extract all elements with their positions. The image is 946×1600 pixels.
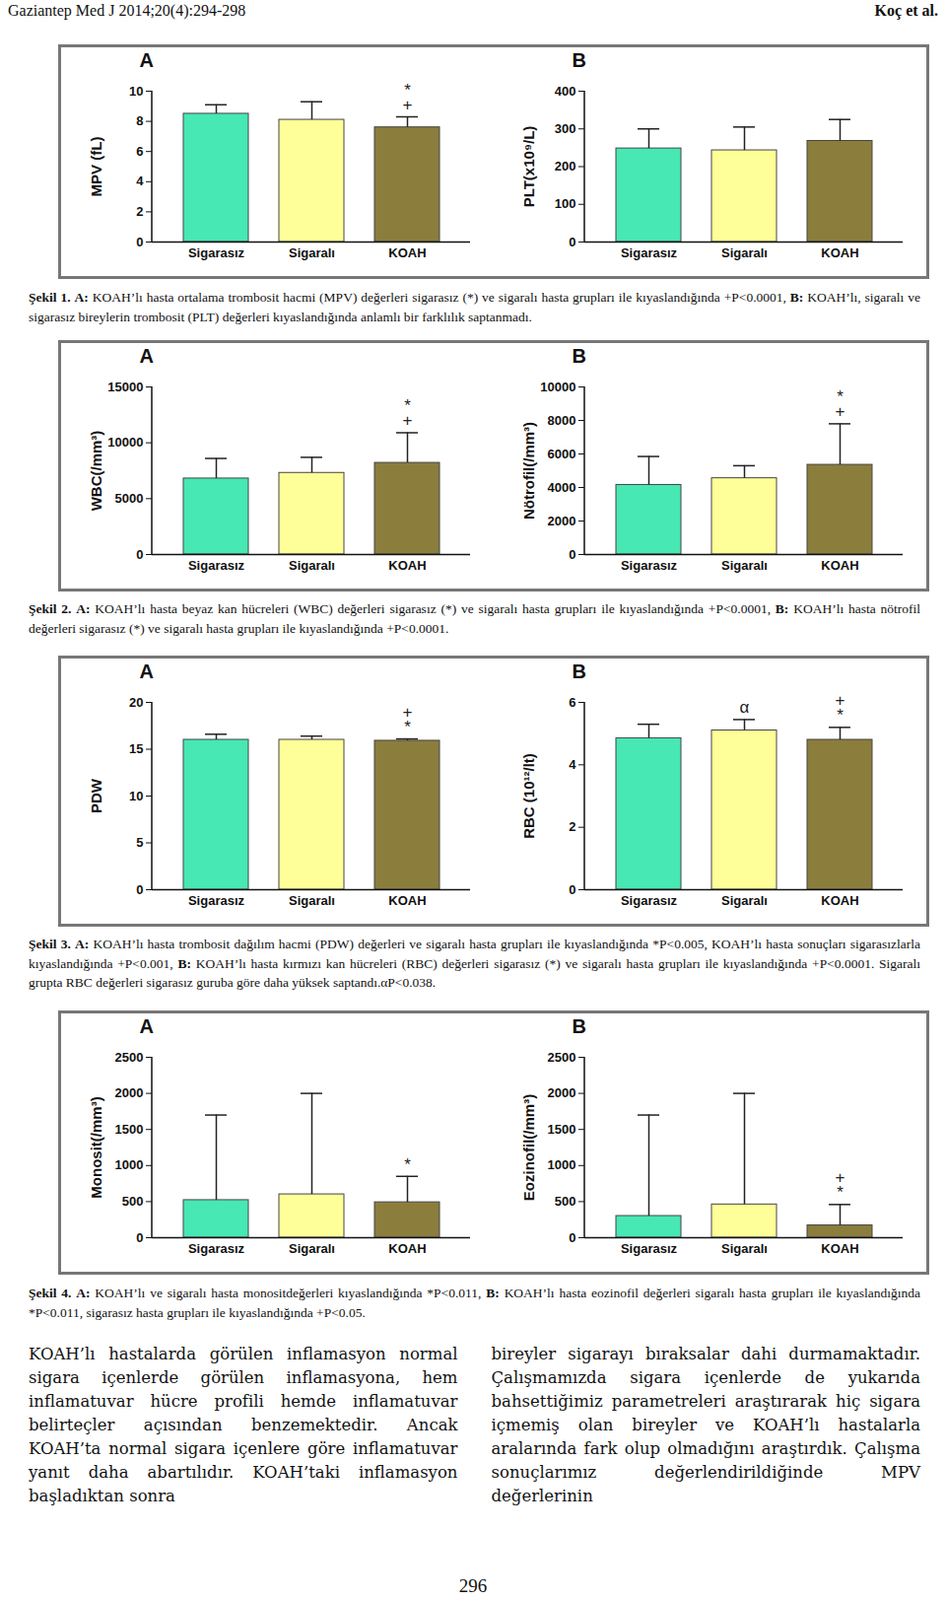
svg-text:Sigaralı: Sigaralı <box>288 892 336 908</box>
svg-text:Sigarasız: Sigarasız <box>619 892 677 908</box>
svg-text:0: 0 <box>568 1229 576 1245</box>
svg-text:4: 4 <box>568 756 577 772</box>
svg-text:*: * <box>404 80 411 100</box>
svg-text:0: 0 <box>568 881 576 897</box>
svg-text:10: 10 <box>129 788 143 804</box>
svg-text:10000: 10000 <box>540 379 576 395</box>
html-text:Koç et al.: Koç et al. <box>874 1 939 19</box>
svg-text:20: 20 <box>129 694 143 710</box>
svg-text:PDW: PDW <box>87 777 105 813</box>
svg-text:0: 0 <box>135 881 143 897</box>
svg-text:Sigaralı: Sigaralı <box>288 557 336 573</box>
svg-text:2000: 2000 <box>546 513 576 529</box>
svg-text:8: 8 <box>135 113 143 129</box>
svg-text:WBC(/mm³): WBC(/mm³) <box>87 430 105 512</box>
svg-text:KOAH: KOAH <box>388 245 426 261</box>
svg-text:0: 0 <box>568 234 576 250</box>
svg-text:Sigarasız: Sigarasız <box>187 892 245 908</box>
svg-text:+: + <box>402 702 412 722</box>
svg-text:Sigaralı: Sigaralı <box>288 1240 336 1256</box>
svg-text:Sigarasız: Sigarasız <box>187 1240 245 1256</box>
html-text:Şekil 1. A: KOAH’lı hasta orta: Şekil 1. A: KOAH’lı hasta ortalama tromb… <box>28 289 921 324</box>
svg-text:KOAH: KOAH <box>388 1240 426 1256</box>
svg-text:Sigarasız: Sigarasız <box>619 557 677 573</box>
svg-text:Monosit(/mm³): Monosit(/mm³) <box>87 1095 105 1198</box>
svg-text:1500: 1500 <box>114 1121 143 1137</box>
html-text:B: B <box>572 1014 587 1037</box>
svg-text:2: 2 <box>135 203 143 219</box>
svg-text:0: 0 <box>568 546 576 562</box>
svg-text:15000: 15000 <box>107 379 143 395</box>
svg-text:Sigaralı: Sigaralı <box>288 245 336 261</box>
svg-text:100: 100 <box>553 196 576 211</box>
svg-text:2: 2 <box>568 818 576 834</box>
svg-text:Eozinofil(/mm³): Eozinofil(/mm³) <box>520 1093 538 1201</box>
svg-text:400: 400 <box>553 83 576 99</box>
html-text:Şekil 2. A: KOAH’lı hasta beya: Şekil 2. A: KOAH’lı hasta beyaz kan hücr… <box>28 601 921 636</box>
svg-text:1000: 1000 <box>546 1156 576 1172</box>
svg-text:10000: 10000 <box>107 434 143 450</box>
svg-text:0: 0 <box>135 546 143 562</box>
svg-text:5000: 5000 <box>114 490 143 506</box>
svg-text:2000: 2000 <box>114 1084 143 1100</box>
svg-text:*: * <box>404 1154 411 1174</box>
svg-text:Sigaralı: Sigaralı <box>721 557 768 573</box>
html-text:Şekil 3. A: KOAH’lı hasta trom: Şekil 3. A: KOAH’lı hasta trombosit dağı… <box>28 936 921 990</box>
svg-text:Sigaralı: Sigaralı <box>721 245 768 261</box>
svg-text:KOAH: KOAH <box>388 892 426 908</box>
html-text:bireyler sigarayı bıraksalar d: bireyler sigarayı bıraksalar dahi durmam… <box>491 1344 921 1505</box>
svg-text:PLT(x10⁹/L): PLT(x10⁹/L) <box>520 126 538 208</box>
svg-text:Sigarasız: Sigarasız <box>619 245 677 261</box>
svg-text:15: 15 <box>129 741 143 756</box>
svg-text:6000: 6000 <box>546 446 576 462</box>
html-text:A: A <box>139 660 154 682</box>
svg-text:6: 6 <box>568 694 576 710</box>
svg-text:+: + <box>834 1167 845 1187</box>
svg-text:1500: 1500 <box>546 1121 576 1137</box>
svg-text:α: α <box>739 697 749 717</box>
svg-text:8000: 8000 <box>546 412 576 428</box>
svg-text:KOAH: KOAH <box>388 557 426 573</box>
html-text:Gaziantep Med J 2014;20(4):294: Gaziantep Med J 2014;20(4):294-298 <box>7 1 246 19</box>
svg-text:KOAH: KOAH <box>820 892 859 908</box>
svg-text:6: 6 <box>135 143 143 159</box>
html-text:A: A <box>139 1014 154 1037</box>
svg-text:MPV (fL): MPV (fL) <box>87 136 105 198</box>
svg-text:200: 200 <box>553 158 576 174</box>
html-text:Şekil 4. A: KOAH’lı ve sigaral: Şekil 4. A: KOAH’lı ve sigaralı hasta mo… <box>28 1284 921 1320</box>
html-text:B: B <box>572 660 587 682</box>
svg-text:*: * <box>404 396 411 415</box>
svg-text:500: 500 <box>553 1193 576 1209</box>
svg-text:0: 0 <box>135 1229 143 1245</box>
svg-text:KOAH: KOAH <box>820 557 859 573</box>
svg-text:Sigarasız: Sigarasız <box>187 557 245 573</box>
html-text:KOAH’lı hastalarda görülen inf: KOAH’lı hastalarda görülen inflamasyon n… <box>28 1344 458 1505</box>
html-text:A: A <box>139 344 154 367</box>
svg-text:1000: 1000 <box>114 1156 143 1172</box>
html-text:296: 296 <box>459 1574 488 1596</box>
svg-text:500: 500 <box>121 1193 143 1209</box>
svg-text:Sigaralı: Sigaralı <box>721 892 768 908</box>
svg-text:4: 4 <box>135 173 144 189</box>
svg-text:Sigarasız: Sigarasız <box>187 245 245 261</box>
svg-text:RBC (10¹²/lt): RBC (10¹²/lt) <box>520 752 538 839</box>
svg-text:10: 10 <box>129 83 143 99</box>
svg-text:+: + <box>834 690 845 710</box>
svg-text:5: 5 <box>135 834 143 850</box>
svg-text:0: 0 <box>135 234 143 250</box>
svg-text:*: * <box>836 387 844 406</box>
html-text:B: B <box>572 49 587 71</box>
html-text:A: A <box>139 49 154 71</box>
svg-text:Nötrofil(/mm³): Nötrofil(/mm³) <box>520 421 538 520</box>
svg-text:300: 300 <box>553 121 576 136</box>
svg-text:KOAH: KOAH <box>820 1240 859 1256</box>
html-text:B: B <box>572 344 587 367</box>
svg-text:2500: 2500 <box>114 1049 143 1065</box>
svg-text:2000: 2000 <box>546 1084 576 1100</box>
svg-text:2500: 2500 <box>546 1049 576 1065</box>
svg-text:Sigarasız: Sigarasız <box>619 1240 677 1256</box>
svg-text:4000: 4000 <box>546 479 576 495</box>
svg-text:KOAH: KOAH <box>820 245 859 261</box>
svg-text:Sigaralı: Sigaralı <box>721 1240 768 1256</box>
